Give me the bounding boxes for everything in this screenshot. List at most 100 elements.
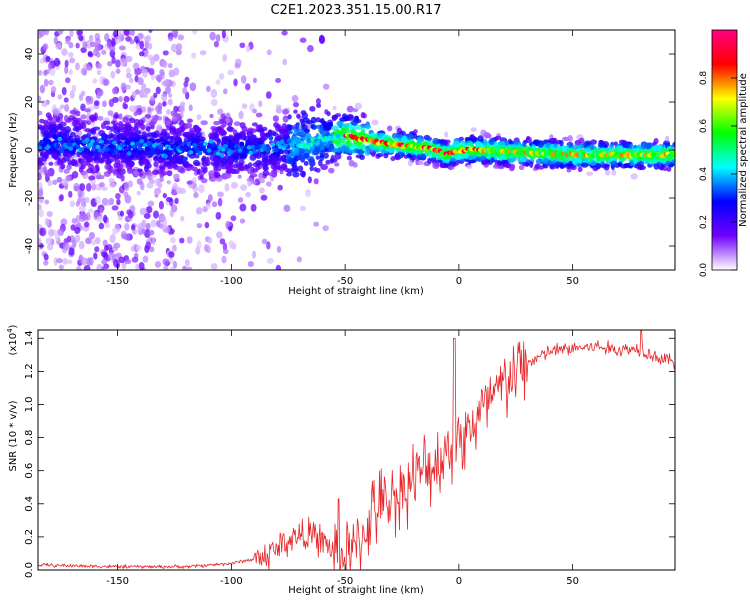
spectrogram-noise-point bbox=[88, 231, 96, 240]
spectrogram-noise-point bbox=[148, 229, 155, 236]
spectrogram-band-point bbox=[553, 143, 559, 148]
spectrogram-band-point bbox=[340, 145, 349, 152]
snr-background bbox=[38, 330, 675, 570]
spectrogram-band-point bbox=[586, 171, 594, 176]
spectrogram-noise-point bbox=[117, 30, 123, 39]
spectrogram-noise-point bbox=[113, 242, 121, 249]
spectrogram-noise-point bbox=[63, 97, 69, 103]
spectrogram-noise-point bbox=[237, 197, 244, 203]
spectrogram-band-point bbox=[296, 113, 301, 119]
snr-x-tick-label: -100 bbox=[220, 576, 243, 587]
spectrogram-band-point bbox=[569, 165, 577, 171]
spectrogram-noise-point bbox=[185, 266, 193, 270]
spectrogram-band-point bbox=[86, 120, 91, 126]
spectrogram-noise-point bbox=[64, 65, 69, 75]
spectrogram-ridge-point bbox=[203, 141, 208, 147]
spectrogram-noise-point bbox=[222, 242, 228, 251]
spectrogram-noise-point bbox=[142, 255, 149, 263]
spectrogram-noise-point bbox=[101, 259, 108, 266]
spectrogram-noise-point bbox=[59, 194, 64, 202]
spectrogram-noise-point bbox=[141, 83, 147, 90]
spectrogram-band-point bbox=[258, 187, 265, 194]
spectrogram-noise-point bbox=[66, 235, 72, 243]
snr-y-ticks: 0.0 0.2 0.4 0.6 0.8 1.0 1.2 1.4 bbox=[24, 330, 675, 578]
spectrogram-noise-point bbox=[107, 61, 113, 67]
spectrogram-band-point bbox=[98, 175, 105, 180]
spectrogram-noise-point bbox=[127, 210, 134, 219]
spectrogram-band-point bbox=[129, 105, 137, 112]
spectrogram-noise-point bbox=[69, 30, 74, 38]
spectrogram-band-point bbox=[307, 176, 312, 184]
spectrogram-noise-point bbox=[162, 258, 170, 266]
spectrogram-ridge-point bbox=[132, 144, 137, 150]
spectrogram-band-point bbox=[319, 119, 325, 124]
spectrogram-noise-point bbox=[221, 255, 227, 264]
spectrogram-band-point bbox=[195, 131, 202, 138]
spectrogram-band-point bbox=[419, 153, 426, 160]
spectrogram-noise-point bbox=[182, 265, 187, 270]
spectrogram-band-point bbox=[386, 125, 393, 132]
spectrogram-band-point bbox=[247, 167, 254, 175]
spectrogram-noise-point bbox=[115, 252, 122, 259]
spectrogram-band-point bbox=[164, 116, 170, 121]
spectrogram-noise-point bbox=[141, 106, 147, 113]
spectrogram-band-point bbox=[157, 182, 163, 189]
spectrogram-band-point bbox=[416, 137, 422, 144]
spectrogram-band-point bbox=[108, 132, 115, 139]
spectrogram-noise-point bbox=[123, 30, 130, 37]
spectrogram-ridge-point bbox=[250, 144, 256, 150]
spectrogram-band-point bbox=[210, 151, 216, 156]
spectrogram-noise-point bbox=[87, 50, 93, 57]
spectrogram-band-point bbox=[592, 165, 599, 172]
colorbar-tick-label: 0.8 bbox=[699, 71, 709, 86]
spectrogram-band-point bbox=[309, 166, 314, 172]
spectrogram-noise-point bbox=[44, 69, 50, 75]
spectrogram-band-point bbox=[227, 122, 233, 128]
spectrogram-noise-point bbox=[95, 38, 101, 45]
spectrogram-band-point bbox=[78, 167, 84, 173]
spectrogram-band-point bbox=[234, 138, 240, 145]
spectrogram-band-point bbox=[163, 161, 171, 166]
spectrogram-noise-point bbox=[199, 50, 207, 56]
spectrogram-noise-point bbox=[133, 35, 139, 43]
spectrogram-noise-point bbox=[162, 192, 168, 199]
spectrogram-band-point bbox=[194, 154, 200, 159]
spectrogram-band-point bbox=[567, 135, 573, 142]
spectrogram-noise-point bbox=[196, 223, 203, 229]
spectrogram-noise-point bbox=[215, 79, 221, 86]
spectrogram-band-point bbox=[169, 158, 177, 164]
spectrogram-band-point bbox=[303, 152, 310, 159]
spectrogram-band-point bbox=[54, 156, 61, 161]
spectrogram-noise-point bbox=[84, 196, 90, 204]
spectrogram-ridge-point bbox=[137, 146, 143, 151]
spectrogram-band-point bbox=[476, 153, 483, 158]
spectrogram-band-point bbox=[185, 122, 193, 129]
spectrogram-noise-point bbox=[168, 36, 174, 42]
spectrogram-y-tick-label: -20 bbox=[24, 190, 35, 206]
snr-y-tick-label: 0.8 bbox=[24, 430, 35, 446]
spectrogram-noise-point bbox=[222, 54, 228, 62]
spectrogram-band-point bbox=[137, 119, 144, 126]
spectrogram-band-point bbox=[118, 113, 123, 120]
spectrogram-noise-point bbox=[251, 250, 257, 259]
spectrogram-ridge-point bbox=[144, 146, 150, 151]
spectrogram-noise-point bbox=[250, 203, 257, 212]
spectrogram-band-point bbox=[318, 159, 323, 167]
spectrogram-noise-point bbox=[137, 77, 144, 85]
spectrogram-band-point bbox=[284, 149, 291, 155]
spectrogram-noise-point bbox=[211, 201, 218, 208]
spectrogram-ridge-point bbox=[126, 151, 132, 156]
spectrogram-noise-point bbox=[217, 191, 224, 198]
spectrogram-band-point bbox=[174, 128, 181, 135]
spectrogram-noise-point bbox=[78, 35, 84, 42]
spectrogram-band-point bbox=[269, 160, 275, 166]
spectrogram-band-point bbox=[304, 128, 311, 133]
spectrogram-band-point bbox=[215, 166, 222, 172]
spectrogram-noise-point bbox=[102, 239, 108, 247]
spectrogram-y-tick-label: 20 bbox=[24, 96, 35, 109]
spectrogram-ridge-point bbox=[317, 135, 323, 140]
spectrogram-noise-point bbox=[85, 96, 91, 105]
spectrogram-noise-point bbox=[245, 45, 251, 53]
spectrogram-noise-point bbox=[145, 222, 151, 231]
spectrogram-band-point bbox=[255, 112, 263, 118]
